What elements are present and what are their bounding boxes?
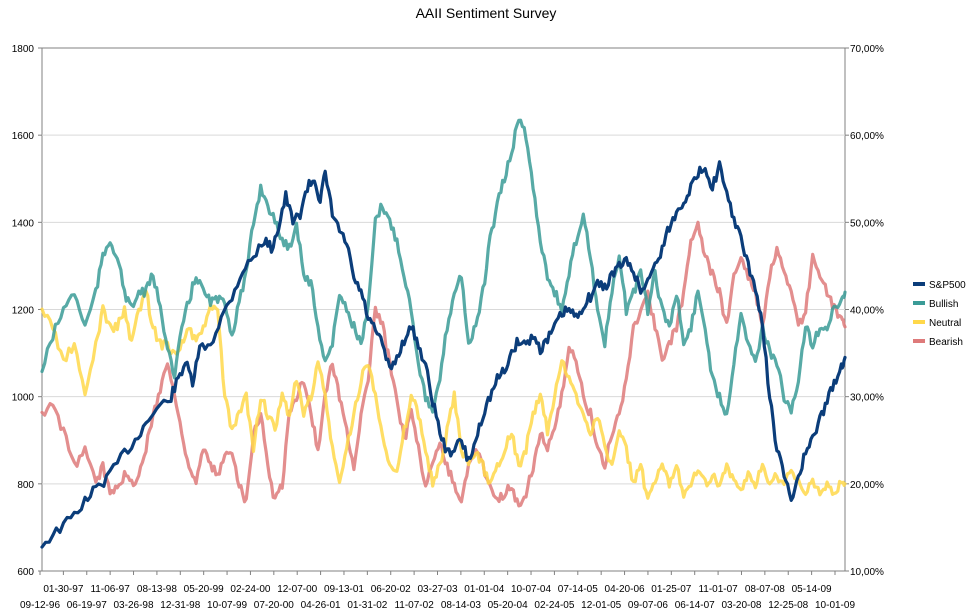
x-tick-label-lower: 10-07-99 xyxy=(207,600,247,611)
x-tick-label-lower: 06-19-97 xyxy=(67,600,107,611)
x-tick-label-upper: 12-07-00 xyxy=(277,584,317,595)
x-tick-label-lower: 12-25-08 xyxy=(768,600,808,611)
series-line-bullish xyxy=(40,118,847,416)
x-axis-ticks: 09-12-96 06-19-97 03-26-98 12-31-98 10-07-99… xyxy=(20,571,855,611)
x-tick-label-lower: 04-26-01 xyxy=(301,600,341,611)
right-tick-label: 20,00% xyxy=(850,480,884,491)
right-axis-ticks: 10,00% 20,00% 30,00% 40,00% 50,00% 60,00% 70,0… xyxy=(845,44,884,578)
right-tick-label: 30,00% xyxy=(850,393,884,404)
x-tick-label-lower: 03-26-98 xyxy=(114,600,154,611)
x-tick-label-upper: 11-06-97 xyxy=(90,584,130,595)
x-tick-label-upper: 08-07-08 xyxy=(745,584,785,595)
x-tick-label-lower: 07-20-00 xyxy=(254,600,294,611)
left-tick-label: 600 xyxy=(17,567,34,578)
legend-label: Bearish xyxy=(929,337,963,348)
right-tick-label: 10,00% xyxy=(850,567,884,578)
right-tick-label: 50,00% xyxy=(850,218,884,229)
series-line-bearish xyxy=(40,220,847,508)
series-line-neutral xyxy=(40,289,847,500)
right-tick-label: 60,00% xyxy=(850,131,884,142)
x-tick-label-lower: 08-14-03 xyxy=(441,600,481,611)
left-tick-label: 1600 xyxy=(12,131,35,142)
x-tick-label-upper: 04-20-06 xyxy=(605,584,645,595)
legend-label: Bullish xyxy=(929,299,958,310)
left-tick-label: 1400 xyxy=(12,218,35,229)
x-tick-label-upper: 11-01-07 xyxy=(698,584,738,595)
x-tick-label-upper: 02-24-00 xyxy=(230,584,270,595)
x-tick-label-upper: 06-20-02 xyxy=(371,584,411,595)
x-tick-label-upper: 10-07-04 xyxy=(511,584,551,595)
chart-title: AAII Sentiment Survey xyxy=(416,5,557,21)
x-tick-label-lower: 12-01-05 xyxy=(581,600,621,611)
left-tick-label: 1000 xyxy=(12,393,35,404)
x-tick-label-lower: 12-31-98 xyxy=(160,600,200,611)
x-tick-label-lower: 09-12-96 xyxy=(20,600,60,611)
right-tick-label: 70,00% xyxy=(850,44,884,55)
legend-label: S&P500 xyxy=(929,280,966,291)
x-tick-label-lower: 02-24-05 xyxy=(534,600,574,611)
x-tick-label-lower: 06-14-07 xyxy=(675,600,715,611)
legend: S&P500 Bullish Neutral Bearish xyxy=(913,280,966,348)
x-tick-label-lower: 01-31-02 xyxy=(347,600,387,611)
x-tick-label-lower: 10-01-09 xyxy=(815,600,855,611)
x-tick-label-upper: 01-30-97 xyxy=(43,584,83,595)
x-tick-label-lower: 11-07-02 xyxy=(394,600,434,611)
x-tick-label-upper: 01-01-04 xyxy=(464,584,504,595)
x-tick-label-upper: 05-14-09 xyxy=(792,584,832,595)
series-line-s-p500 xyxy=(40,160,847,549)
x-tick-label-upper: 08-13-98 xyxy=(137,584,177,595)
x-tick-label-upper: 05-20-99 xyxy=(184,584,224,595)
x-tick-label-upper: 07-14-05 xyxy=(558,584,598,595)
left-tick-label: 1800 xyxy=(12,44,35,55)
x-tick-label-lower: 05-20-04 xyxy=(488,600,528,611)
x-tick-label-lower: 09-07-06 xyxy=(628,600,668,611)
series-layer xyxy=(40,118,847,549)
left-tick-label: 1200 xyxy=(12,306,35,317)
x-tick-label-lower: 03-20-08 xyxy=(721,600,761,611)
x-tick-label-upper: 03-27-03 xyxy=(417,584,457,595)
x-tick-label-upper: 01-25-07 xyxy=(651,584,691,595)
left-tick-label: 800 xyxy=(17,480,34,491)
right-tick-label: 40,00% xyxy=(850,306,884,317)
x-tick-label-upper: 09-13-01 xyxy=(324,584,364,595)
legend-label: Neutral xyxy=(929,318,961,329)
